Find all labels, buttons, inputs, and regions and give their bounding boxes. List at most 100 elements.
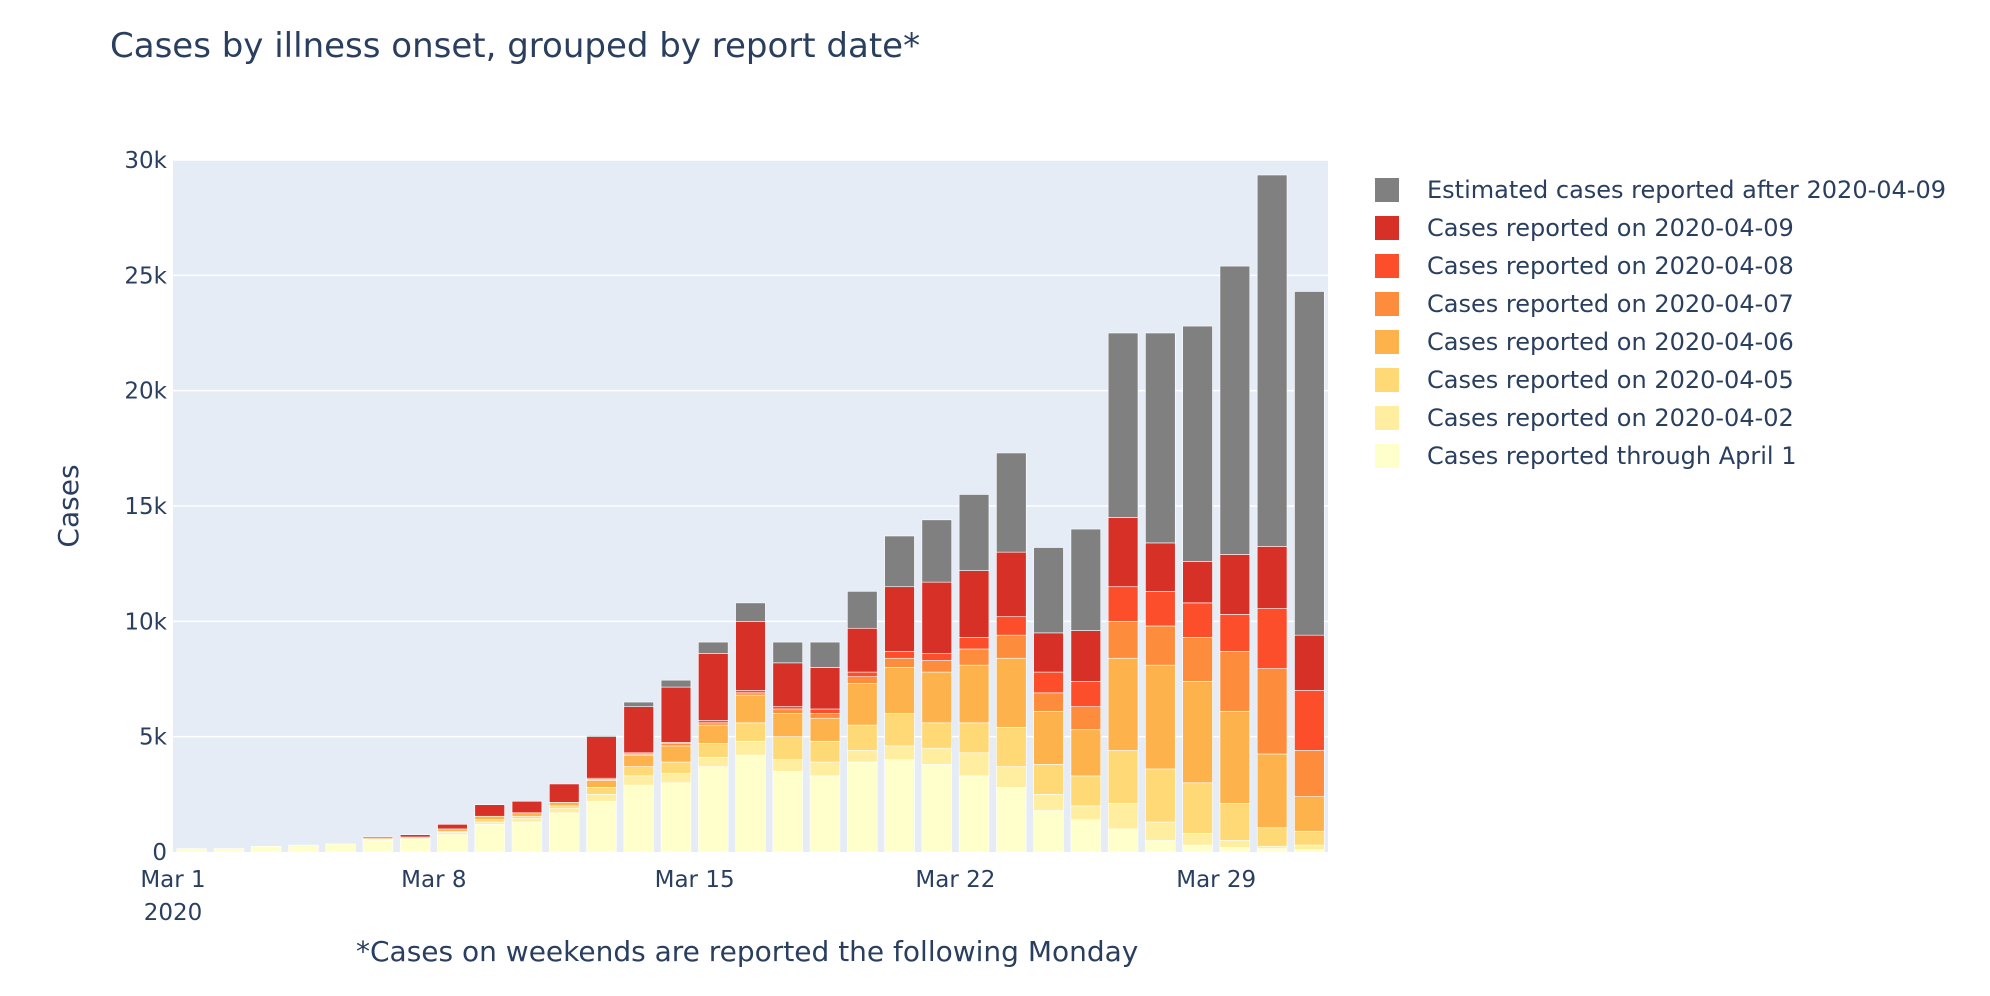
bar-segment xyxy=(884,535,915,588)
bar-segment xyxy=(996,727,1027,767)
bar-segment xyxy=(772,708,803,714)
bar-segment xyxy=(847,671,878,677)
legend-item[interactable]: Cases reported on 2020-04-09 xyxy=(1375,209,1946,247)
bar-segment xyxy=(1033,671,1064,694)
chart-annotation: *Cases on weekends are reported the foll… xyxy=(356,935,1139,968)
x-tick-label: Mar 29 xyxy=(1176,867,1256,893)
bar-segment xyxy=(698,722,729,726)
bar-segment xyxy=(1145,821,1176,841)
bar-segment xyxy=(1033,547,1064,634)
legend-item[interactable]: Cases reported on 2020-04-02 xyxy=(1375,399,1946,437)
bar-segment xyxy=(847,676,878,684)
bar-segment xyxy=(623,754,654,767)
y-axis: 0 5k 10k 15k 20k 25k 30k xyxy=(124,148,167,866)
bar-segment xyxy=(958,648,990,666)
bar-segment xyxy=(1256,608,1288,669)
bar-segment xyxy=(847,750,878,763)
y-axis-title: Cases xyxy=(52,464,85,547)
x-tick-label: Mar 22 xyxy=(915,867,995,893)
bar-segment xyxy=(772,662,803,707)
bar-segment xyxy=(1256,668,1288,755)
bar-segment xyxy=(847,627,878,673)
bar-segment xyxy=(1294,690,1325,751)
bar-segment xyxy=(1182,325,1213,562)
legend-label: Cases reported on 2020-04-06 xyxy=(1427,328,1794,356)
bar-segment xyxy=(921,653,952,661)
legend: Estimated cases reported after 2020-04-0… xyxy=(1375,171,1946,475)
x-tick-sublabel: 2020 xyxy=(144,900,203,926)
bar-segment xyxy=(437,832,468,835)
legend-label: Cases reported on 2020-04-07 xyxy=(1427,290,1794,318)
bar-segment xyxy=(958,664,990,724)
bar-segment xyxy=(399,839,431,852)
bar-segment xyxy=(1107,621,1139,659)
legend-item[interactable]: Cases reported on 2020-04-06 xyxy=(1375,323,1946,361)
bar-segment xyxy=(1070,775,1102,807)
bar-segment xyxy=(474,824,505,852)
bar-segment xyxy=(884,657,915,668)
legend-swatch xyxy=(1375,406,1399,430)
legend-item[interactable]: Estimated cases reported after 2020-04-0… xyxy=(1375,171,1946,209)
bar-segment xyxy=(1145,664,1176,770)
legend-item[interactable]: Cases reported on 2020-04-05 xyxy=(1375,361,1946,399)
bar-segment xyxy=(660,773,692,784)
bar-segment xyxy=(623,701,654,707)
bar-segment xyxy=(1294,634,1325,691)
bar-segment xyxy=(176,848,207,852)
bar-segment xyxy=(1070,681,1102,707)
bar-segment xyxy=(1070,528,1102,631)
bar-segment xyxy=(1033,632,1064,673)
bar-segment xyxy=(1070,819,1102,852)
bar-segment xyxy=(958,494,990,571)
legend-item[interactable]: Cases reported through April 1 xyxy=(1375,437,1946,475)
legend-item[interactable]: Cases reported on 2020-04-08 xyxy=(1375,247,1946,285)
bar-segment xyxy=(921,747,952,765)
bar-segment xyxy=(362,840,394,852)
bar-segment xyxy=(1219,847,1251,852)
bar-segment xyxy=(1070,805,1102,821)
bar-segment xyxy=(921,660,952,673)
bar-segment xyxy=(809,708,841,714)
bar-segment xyxy=(996,616,1027,636)
bar-segment xyxy=(772,706,803,710)
bar-segment xyxy=(1033,764,1064,795)
bar-segment xyxy=(1182,637,1213,682)
bar-segment xyxy=(1294,849,1325,852)
bar-segment xyxy=(809,667,841,710)
bar-segment xyxy=(1219,710,1251,804)
x-tick-label: Mar 8 xyxy=(401,867,466,893)
bar-segment xyxy=(921,764,952,852)
bar-segment xyxy=(1145,840,1176,852)
bar-segment xyxy=(958,570,990,638)
bar-segment xyxy=(660,686,692,743)
bar-segment xyxy=(660,761,692,774)
legend-swatch xyxy=(1375,444,1399,468)
bar-segment xyxy=(399,834,431,838)
bar-segment xyxy=(772,736,803,761)
bar-segment xyxy=(921,671,952,724)
bar-segment xyxy=(1219,614,1251,652)
legend-label: Cases reported on 2020-04-05 xyxy=(1427,366,1794,394)
bar-segment xyxy=(772,713,803,737)
bar-segment xyxy=(735,602,766,622)
bar-segment xyxy=(735,621,766,691)
y-tick-label: 0 xyxy=(152,840,167,866)
bar-segment xyxy=(698,757,729,767)
bar-segment xyxy=(735,694,766,724)
bar-segment xyxy=(772,641,803,664)
bar-segment xyxy=(660,743,692,747)
chart-title: Cases by illness onset, grouped by repor… xyxy=(110,26,921,66)
bar-segment xyxy=(996,452,1027,553)
x-tick-label: Mar 1 xyxy=(140,867,205,893)
legend-item[interactable]: Cases reported on 2020-04-07 xyxy=(1375,285,1946,323)
bar-segment xyxy=(958,775,990,852)
x-tick-label: Mar 15 xyxy=(655,867,735,893)
bar-segment xyxy=(1182,833,1213,846)
bar-segment xyxy=(809,641,841,668)
legend-label: Cases reported on 2020-04-08 xyxy=(1427,252,1794,280)
bar-segment xyxy=(884,745,915,761)
bar-segment xyxy=(586,800,617,852)
bar-segment xyxy=(1145,625,1176,666)
bar-segment xyxy=(847,683,878,726)
bar-segment xyxy=(1107,332,1139,518)
